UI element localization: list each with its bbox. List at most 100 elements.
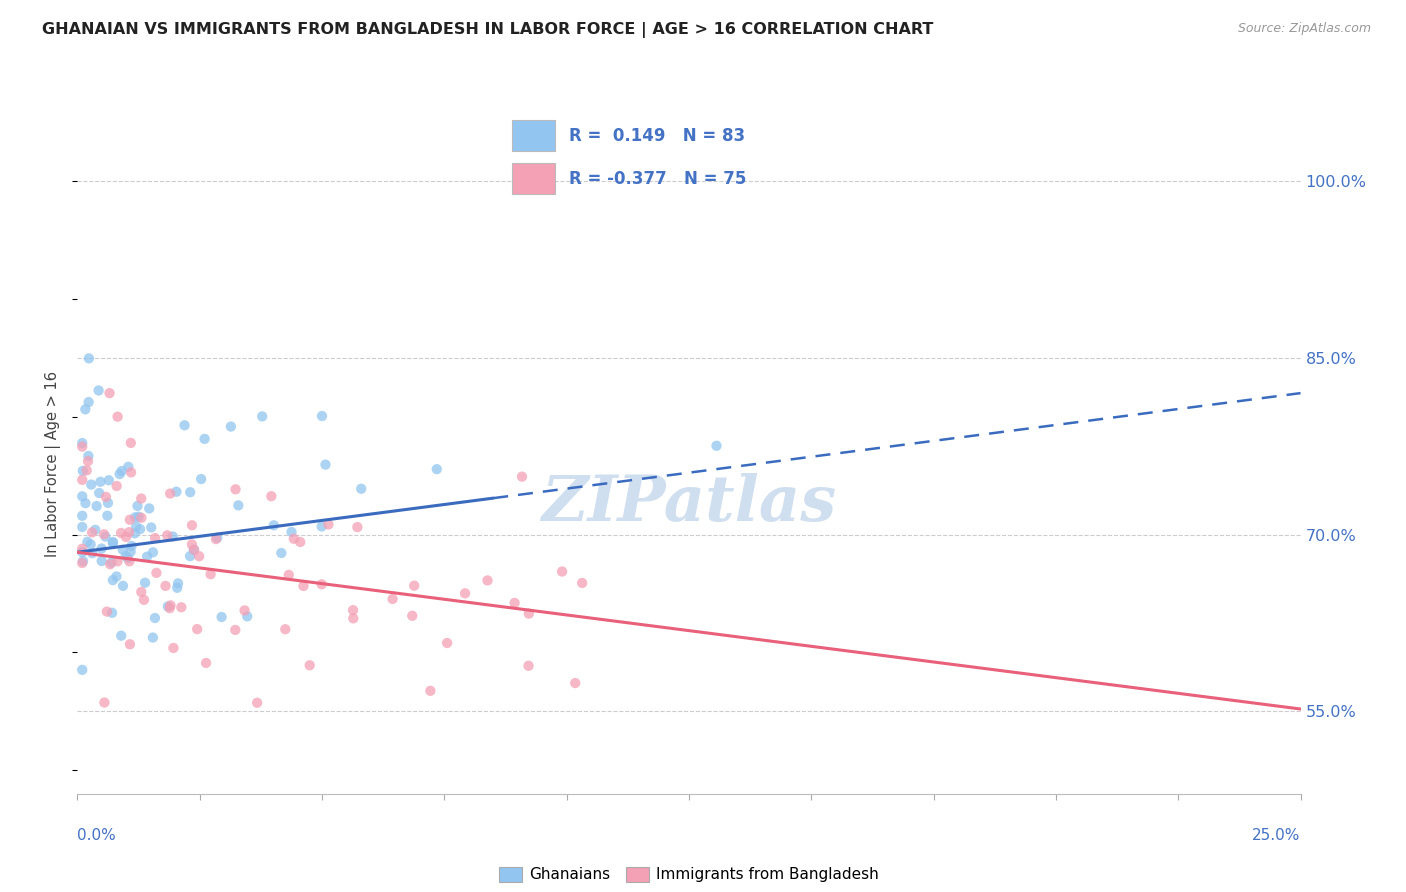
Point (127, 499, 149, 513)
Point (121, 539, 143, 553)
Text: R =  0.149   N = 83: R = 0.149 N = 83 (568, 127, 745, 145)
Point (117, 459, 139, 474)
Text: R = -0.377   N = 75: R = -0.377 N = 75 (568, 169, 747, 188)
Point (111, 464, 134, 478)
Point (186, 622, 208, 636)
Legend: Ghanaians, Immigrants from Bangladesh: Ghanaians, Immigrants from Bangladesh (492, 861, 886, 888)
Point (510, 469, 533, 483)
Point (138, 501, 160, 516)
Point (342, 611, 364, 625)
Point (250, 409, 273, 424)
Y-axis label: In Labor Force | Age > 16: In Labor Force | Age > 16 (45, 371, 62, 557)
Point (270, 546, 292, 560)
Point (70, 489, 93, 503)
Point (110, 629, 132, 643)
Point (70, 436, 93, 450)
Point (236, 609, 259, 624)
Point (141, 520, 163, 534)
Point (277, 567, 299, 582)
Point (381, 591, 404, 606)
Point (77, 351, 100, 366)
Point (173, 418, 195, 433)
Point (167, 576, 190, 591)
Text: 25.0%: 25.0% (1253, 829, 1301, 843)
Point (111, 579, 134, 593)
Point (181, 518, 204, 533)
Point (97, 473, 120, 487)
Point (70, 520, 93, 534)
Point (159, 486, 181, 500)
Point (124, 526, 146, 541)
FancyBboxPatch shape (512, 163, 555, 194)
Point (179, 549, 201, 563)
Point (290, 535, 312, 549)
Point (114, 549, 136, 563)
Point (100, 556, 122, 570)
Point (98, 558, 121, 572)
Point (94, 530, 117, 544)
Point (101, 535, 124, 549)
Point (155, 579, 177, 593)
Point (183, 542, 205, 557)
Point (70, 663, 93, 677)
Point (101, 573, 124, 587)
Point (72, 464, 94, 478)
Point (292, 579, 315, 593)
Point (181, 537, 204, 551)
Point (342, 603, 364, 617)
Point (107, 554, 129, 568)
Point (107, 409, 129, 424)
Point (311, 519, 333, 533)
Point (128, 509, 150, 524)
Point (76, 534, 98, 549)
Point (96, 605, 118, 619)
Point (298, 658, 321, 673)
Point (159, 601, 181, 615)
Point (205, 531, 228, 545)
Point (117, 551, 139, 566)
Point (105, 479, 128, 493)
Point (260, 489, 283, 503)
Point (125, 519, 148, 533)
Point (436, 636, 458, 650)
Point (82, 546, 104, 560)
Point (111, 542, 134, 557)
Point (129, 491, 152, 506)
Point (404, 579, 426, 593)
Text: Source: ZipAtlas.com: Source: ZipAtlas.com (1237, 22, 1371, 36)
Point (346, 520, 368, 534)
Point (84, 523, 107, 537)
Text: 0.0%: 0.0% (77, 829, 117, 843)
Point (143, 611, 166, 625)
Point (105, 569, 128, 583)
Point (118, 554, 141, 568)
Point (70, 556, 93, 570)
Point (503, 596, 526, 610)
Point (200, 567, 222, 582)
Point (162, 529, 184, 543)
Point (120, 436, 142, 450)
Point (70, 545, 93, 559)
Point (564, 676, 586, 690)
Point (90, 541, 112, 556)
Point (145, 566, 167, 580)
Point (228, 499, 250, 513)
Point (94, 490, 117, 504)
Point (195, 656, 218, 670)
Point (401, 608, 423, 623)
Point (188, 549, 211, 564)
Point (110, 526, 132, 541)
Point (77, 449, 100, 463)
Point (419, 683, 441, 698)
Point (517, 607, 540, 621)
Point (120, 466, 142, 480)
Point (162, 640, 184, 655)
Point (159, 599, 181, 613)
Point (517, 658, 540, 673)
Point (89, 486, 111, 500)
Point (224, 623, 246, 637)
Text: GHANAIAN VS IMMIGRANTS FROM BANGLADESH IN LABOR FORCE | AGE > 16 CORRELATION CHA: GHANAIAN VS IMMIGRANTS FROM BANGLADESH I… (42, 22, 934, 38)
Point (211, 610, 233, 624)
Point (274, 622, 297, 636)
Point (101, 606, 124, 620)
